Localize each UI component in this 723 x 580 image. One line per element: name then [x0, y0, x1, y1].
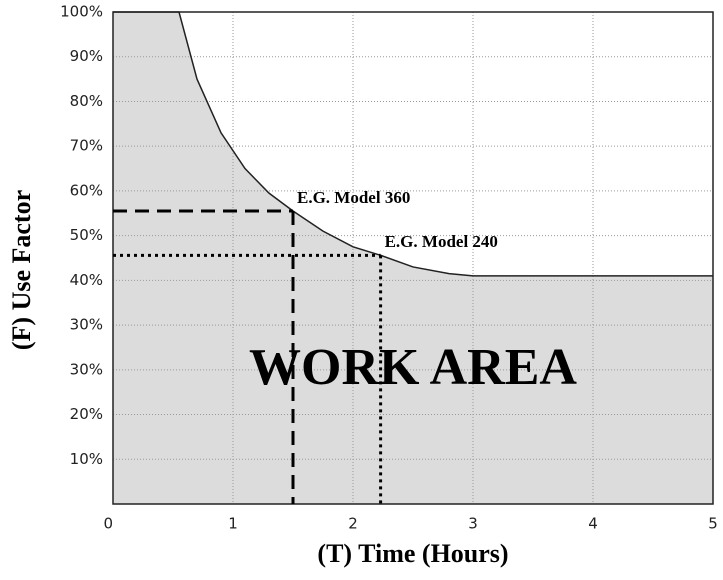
y-tick-label: 70% [70, 137, 103, 155]
x-tick-label: 0 [103, 515, 113, 533]
y-tick-label: 30% [70, 316, 103, 334]
y-tick-label: 50% [70, 226, 103, 244]
x-tick-label: 4 [588, 515, 598, 533]
y-tick-label: 80% [70, 92, 103, 110]
x-tick-label: 2 [348, 515, 358, 533]
y-axis-label: (F) Use Factor [7, 190, 36, 350]
y-tick-label: 90% [70, 47, 103, 65]
marker-label: E.G. Model 360 [297, 188, 410, 207]
plot-frame [112, 11, 714, 505]
y-tick-label: 60% [70, 181, 103, 199]
y-tick-label: 30% [70, 360, 103, 378]
y-tick-label: 100% [60, 3, 103, 21]
x-tick-label: 5 [708, 515, 718, 533]
x-tick-label: 1 [228, 515, 238, 533]
y-tick-label: 40% [70, 271, 103, 289]
annotation: WORK AREA [249, 339, 577, 396]
x-axis-label: (T) Time (Hours) [317, 539, 508, 568]
y-tick-label: 20% [70, 405, 103, 423]
area-fill [113, 12, 713, 504]
marker-label: E.G. Model 240 [385, 232, 498, 251]
curve [113, 11, 713, 277]
y-tick-label: 10% [70, 450, 103, 468]
x-tick-label: 3 [468, 515, 478, 533]
